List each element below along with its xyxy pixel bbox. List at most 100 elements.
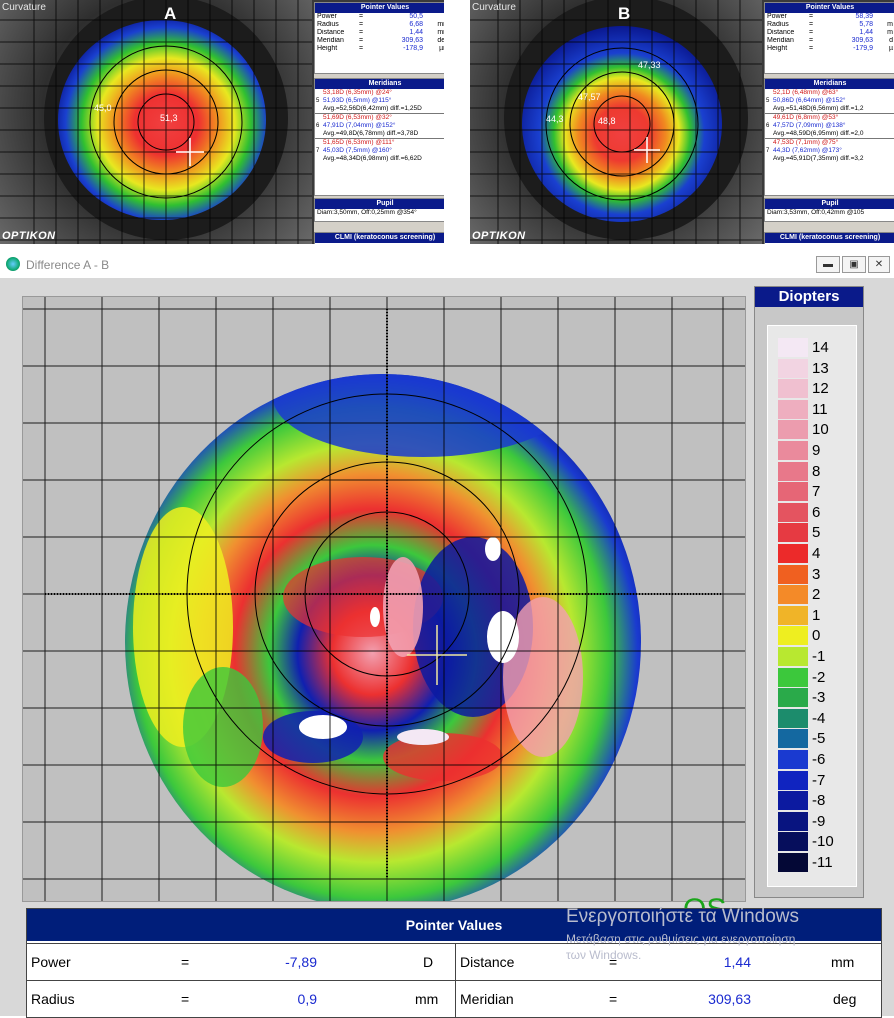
curvature-map-b-graphic xyxy=(470,0,762,244)
panel-b-pointer-values: Pointer Values Power = 58,39 Radius = 5,78 m … xyxy=(764,2,894,74)
legend-label: 12 xyxy=(812,380,829,398)
legend-swatch xyxy=(778,729,808,749)
legend-swatch xyxy=(778,502,808,522)
legend-label: 3 xyxy=(812,565,821,583)
legend-title: Diopters xyxy=(755,287,863,307)
legend-swatch xyxy=(778,379,808,399)
legend-swatch xyxy=(778,708,808,728)
window-titlebar[interactable]: Difference A - B ▬ ▣ ✕ xyxy=(0,252,894,278)
pointer-row: Radius=6,68mm xyxy=(317,21,444,28)
panel-b-pupil: Pupil Diam:3,53mm, Off:0,42mm @105 xyxy=(764,198,894,222)
legend-label: -4 xyxy=(812,709,826,727)
legend-swatch xyxy=(778,441,808,460)
difference-window: Difference A - B ▬ ▣ ✕ xyxy=(0,252,894,1018)
curvature-map-a[interactable] xyxy=(0,0,312,244)
close-icon: ✕ xyxy=(874,259,884,270)
panel-b-clmi: CLMI (keratoconus screening) xyxy=(764,232,894,244)
panel-b-title: Curvature xyxy=(472,2,516,13)
optikon-logo: OPTIKON xyxy=(2,230,56,242)
activation-watermark-text: Μετάβαση στις ρυθμίσεις για ενεργοποίηση xyxy=(566,932,796,946)
legend-swatch xyxy=(778,770,808,790)
maximize-icon: ▣ xyxy=(849,259,859,270)
legend-label: 7 xyxy=(812,483,821,501)
pointer-row: Distance = 1,44 m xyxy=(767,29,893,36)
difference-map[interactable]: OS xyxy=(22,296,746,926)
pointer-values-header: Pointer Values xyxy=(27,909,881,941)
pointer-values-header: Pointer Values xyxy=(315,3,444,13)
distance-value: 1,44 xyxy=(723,954,751,970)
legend-label: 6 xyxy=(812,503,821,521)
distance-label: Distance xyxy=(455,944,514,980)
pointer-row: Height=-178,9µm xyxy=(317,45,444,52)
maximize-button[interactable]: ▣ xyxy=(842,256,866,273)
curvature-panel-b: Curvature B 47,33 44,3 47,57 48,8 OPTIKO… xyxy=(470,0,894,244)
minimize-button[interactable]: ▬ xyxy=(816,256,840,273)
panel-a-letter: A xyxy=(164,4,177,23)
power-label: Power xyxy=(31,954,71,970)
meridian-value: 309,63 xyxy=(708,991,751,1007)
close-button[interactable]: ✕ xyxy=(868,256,890,273)
legend-swatch xyxy=(778,420,808,440)
legend-label: 2 xyxy=(812,586,821,604)
legend-swatch xyxy=(778,750,808,769)
panel-a-annotation: 51,3 xyxy=(160,113,178,123)
panel-a-annotation: 45,0 xyxy=(94,103,112,113)
legend-swatch xyxy=(778,853,808,872)
legend-swatch xyxy=(778,832,808,852)
legend-swatch xyxy=(778,626,808,646)
curvature-panel-a: Curvature A 45,0 51,3 OPTIKON Pointer Va… xyxy=(0,0,444,244)
pointer-row: Height = -179,9 µ xyxy=(767,45,893,52)
legend-label: 4 xyxy=(812,545,821,562)
legend-swatch xyxy=(778,358,808,378)
meridian-group: 5 52,1D (6,48mm) @63° 50,86D (6,64mm) @1… xyxy=(765,89,894,114)
legend-swatch xyxy=(778,647,808,666)
activation-watermark-text: των Windows. xyxy=(566,948,642,962)
activation-watermark-title: Ενεργοποιήστε τα Windows xyxy=(566,906,800,927)
radius-label: Radius xyxy=(31,991,75,1007)
panel-b-letter: B xyxy=(618,4,631,23)
panel-b-info-column: Pointer Values Power = 58,39 Radius = 5,78 m … xyxy=(764,2,894,244)
legend-label: -3 xyxy=(812,689,826,707)
pointer-values-row: Radius = 0,9 mm Meridian = 309,63 deg xyxy=(27,980,881,1017)
legend-label: 5 xyxy=(812,524,821,542)
pointer-row: Radius = 5,78 m xyxy=(767,21,893,28)
legend-swatch xyxy=(778,564,808,584)
panel-b-annotation: 48,8 xyxy=(598,116,616,126)
legend-label: -6 xyxy=(812,751,826,768)
meridian-group: 6 51,69D (6,53mm) @32° 47,91D (7,04mm) @… xyxy=(315,114,444,139)
legend-swatch xyxy=(778,585,808,605)
legend-swatch xyxy=(778,523,808,543)
legend-label: 8 xyxy=(812,462,821,480)
legend-scale: 14 13 12 11 10 9 8 7 6 5 4 3 2 1 0 -1 -2 -3 -4 -5 -6 -7 -8 -9 -1… xyxy=(767,325,857,887)
pointer-row: Meridian = 309,63 d xyxy=(767,37,893,44)
legend-label: 13 xyxy=(812,359,829,377)
curvature-map-a-graphic xyxy=(0,0,312,244)
meridians-header: Meridians xyxy=(315,79,444,89)
legend-label: 1 xyxy=(812,606,821,624)
panel-b-annotation: 47,57 xyxy=(578,92,601,102)
optikon-logo: OPTIKON xyxy=(472,230,526,242)
legend-label: -2 xyxy=(812,668,826,686)
pointer-row: Power = 58,39 xyxy=(767,13,873,20)
power-value: -7,89 xyxy=(285,954,317,970)
legend-label: 10 xyxy=(812,421,829,439)
meridian-group: 6 49,61D (6,8mm) @53° 47,57D (7,09mm) @1… xyxy=(765,114,894,139)
curvature-map-b[interactable] xyxy=(470,0,762,244)
legend-label: -8 xyxy=(812,792,826,810)
legend-swatch xyxy=(778,461,808,481)
meridian-group: 7 51,65D (6,53mm) @111° 45,03D (7,5mm) @… xyxy=(316,139,422,162)
panel-a-clmi: CLMI (keratoconus screening) xyxy=(314,232,444,244)
legend-swatch xyxy=(778,482,808,502)
legend-swatch xyxy=(778,338,808,357)
legend-label: 14 xyxy=(812,339,829,356)
panel-a-meridians: Meridians 5 53,18D (6,35mm) @24° 51,93D … xyxy=(314,78,444,196)
meridian-group: 7 47,53D (7,1mm) @75° 44,3D (7,62mm) @17… xyxy=(766,139,864,162)
legend-label: -7 xyxy=(812,771,826,789)
legend-swatch xyxy=(778,544,808,563)
legend-label: 11 xyxy=(812,400,828,418)
legend-swatch xyxy=(778,811,808,831)
meridian-group: 5 53,18D (6,35mm) @24° 51,93D (6,5mm) @1… xyxy=(315,89,444,114)
panel-a-pointer-values: Pointer Values Power=50,5D Radius=6,68mm… xyxy=(314,2,444,74)
